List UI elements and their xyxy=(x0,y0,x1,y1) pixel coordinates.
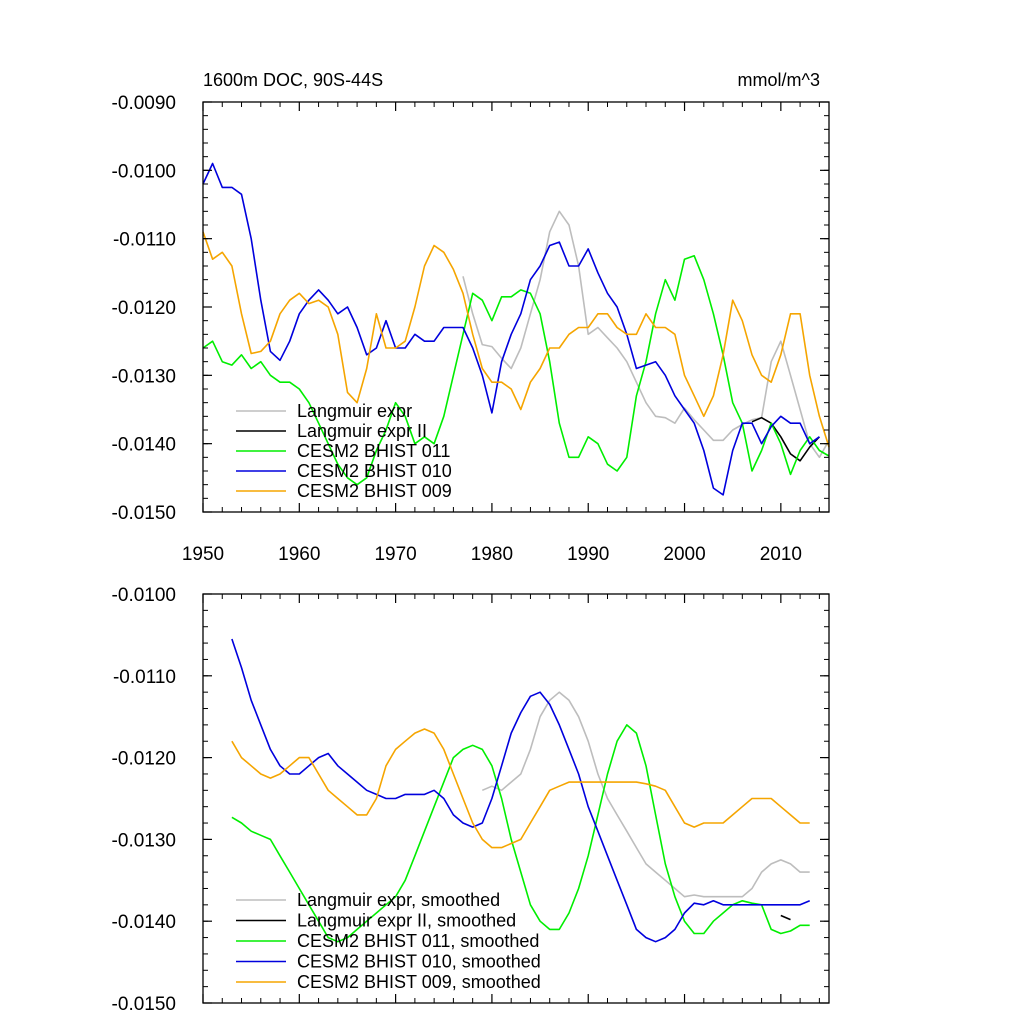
x-tick-label: 1990 xyxy=(567,544,609,565)
series-line-langmuir-expr xyxy=(462,210,830,459)
y-tick-label: -0.0090 xyxy=(112,93,176,114)
legend-label: Langmuir expr xyxy=(297,401,412,421)
y-tick-label: -0.0130 xyxy=(112,830,176,851)
legend-label: CESM2 BHIST 009, smoothed xyxy=(297,972,541,992)
legend-label: CESM2 BHIST 010, smoothed xyxy=(297,952,541,972)
legend-label: CESM2 BHIST 011 xyxy=(297,441,450,461)
legend-label: Langmuir expr II, smoothed xyxy=(297,911,516,931)
legend-label: Langmuir expr II xyxy=(297,421,427,441)
legend-label: CESM2 BHIST 011, smoothed xyxy=(297,931,539,951)
series-line-cesm2-bhist-009 xyxy=(202,231,830,448)
units-label: mmol/m^3 xyxy=(738,70,820,90)
y-tick-label: -0.0110 xyxy=(113,667,176,688)
y-tick-label: -0.0100 xyxy=(112,585,176,606)
y-tick-label: -0.0130 xyxy=(112,366,176,387)
series-line-cesm2-bhist-010-smoothed xyxy=(231,638,811,943)
y-tick-label: -0.0150 xyxy=(112,994,176,1015)
x-tick-label: 1980 xyxy=(471,544,513,565)
bottom-panel: -0.0150 -0.0140 -0.0130 -0.0120 -0.0110 -0.01… xyxy=(112,585,830,1015)
y-tick-label: -0.0120 xyxy=(112,298,176,319)
top-panel: 1600m DOC, 90S-44S mmol/m^3 -0.0150 -0.01… xyxy=(112,70,830,565)
y-tick-label: -0.0140 xyxy=(112,912,176,933)
legend-label: CESM2 BHIST 010 xyxy=(297,461,452,481)
series-line-langmuir-expr-ii-smoothed xyxy=(780,914,791,921)
y-tick-label: -0.0110 xyxy=(113,230,176,251)
series-line-cesm2-bhist-011 xyxy=(202,255,830,486)
series-line-langmuir-expr-smoothed xyxy=(481,691,810,898)
x-tick-label: 2010 xyxy=(760,544,802,565)
x-tick-label: 1950 xyxy=(182,544,224,565)
x-tick-label: 2000 xyxy=(663,544,705,565)
x-tick-label: 1970 xyxy=(374,544,416,565)
y-tick-label: -0.0140 xyxy=(112,435,176,456)
x-tick-label: 1960 xyxy=(278,544,320,565)
plot-frame xyxy=(202,593,830,1004)
series-line-cesm2-bhist-011-smoothed xyxy=(231,724,810,943)
series-line-cesm2-bhist-010 xyxy=(202,162,820,496)
y-tick-label: -0.0100 xyxy=(112,161,176,182)
chart-title: 1600m DOC, 90S-44S xyxy=(203,70,383,90)
legend-label: Langmuir expr, smoothed xyxy=(297,890,500,910)
legend-label: CESM2 BHIST 009 xyxy=(297,481,452,501)
series-line-cesm2-bhist-009-smoothed xyxy=(231,728,810,849)
y-tick-label: -0.0120 xyxy=(112,749,176,770)
y-tick-label: -0.0150 xyxy=(112,503,176,524)
series-line-langmuir-expr-ii xyxy=(751,416,820,462)
